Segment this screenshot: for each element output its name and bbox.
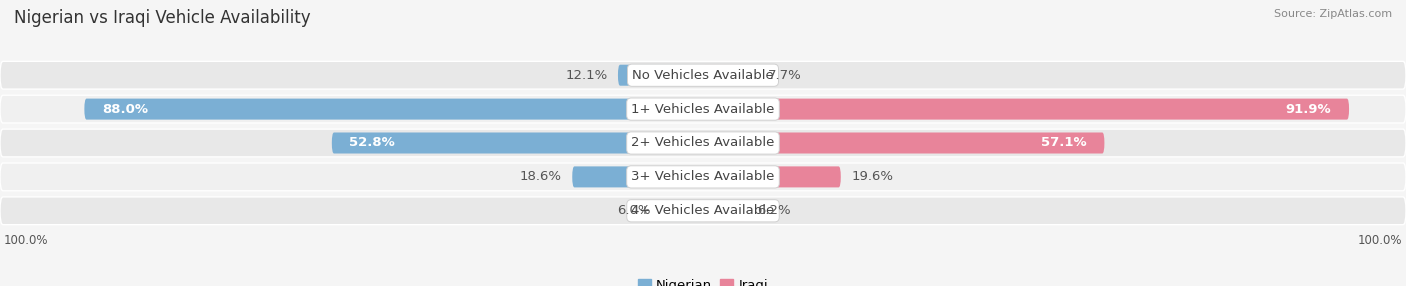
FancyBboxPatch shape: [84, 99, 703, 120]
FancyBboxPatch shape: [0, 61, 1406, 89]
FancyBboxPatch shape: [703, 99, 1350, 120]
Text: 100.0%: 100.0%: [1358, 234, 1403, 247]
Legend: Nigerian, Iraqi: Nigerian, Iraqi: [633, 274, 773, 286]
Text: Source: ZipAtlas.com: Source: ZipAtlas.com: [1274, 9, 1392, 19]
Text: 6.2%: 6.2%: [756, 204, 790, 217]
Text: 12.1%: 12.1%: [565, 69, 607, 82]
FancyBboxPatch shape: [332, 132, 703, 154]
FancyBboxPatch shape: [0, 129, 1406, 157]
FancyBboxPatch shape: [572, 166, 703, 187]
FancyBboxPatch shape: [703, 166, 841, 187]
Text: 91.9%: 91.9%: [1286, 103, 1331, 116]
FancyBboxPatch shape: [703, 65, 756, 86]
Text: 7.7%: 7.7%: [768, 69, 801, 82]
Text: 19.6%: 19.6%: [852, 170, 893, 183]
FancyBboxPatch shape: [0, 197, 1406, 225]
Text: 3+ Vehicles Available: 3+ Vehicles Available: [631, 170, 775, 183]
Text: 88.0%: 88.0%: [101, 103, 148, 116]
Text: No Vehicles Available: No Vehicles Available: [633, 69, 773, 82]
FancyBboxPatch shape: [0, 95, 1406, 123]
FancyBboxPatch shape: [0, 163, 1406, 191]
FancyBboxPatch shape: [619, 65, 703, 86]
FancyBboxPatch shape: [703, 132, 1105, 154]
Text: 18.6%: 18.6%: [520, 170, 562, 183]
Text: 52.8%: 52.8%: [350, 136, 395, 150]
Text: 57.1%: 57.1%: [1042, 136, 1087, 150]
Text: 1+ Vehicles Available: 1+ Vehicles Available: [631, 103, 775, 116]
Text: Nigerian vs Iraqi Vehicle Availability: Nigerian vs Iraqi Vehicle Availability: [14, 9, 311, 27]
FancyBboxPatch shape: [703, 200, 747, 221]
Text: 100.0%: 100.0%: [3, 234, 48, 247]
Text: 2+ Vehicles Available: 2+ Vehicles Available: [631, 136, 775, 150]
Text: 4+ Vehicles Available: 4+ Vehicles Available: [631, 204, 775, 217]
FancyBboxPatch shape: [661, 200, 703, 221]
Text: 6.0%: 6.0%: [617, 204, 650, 217]
